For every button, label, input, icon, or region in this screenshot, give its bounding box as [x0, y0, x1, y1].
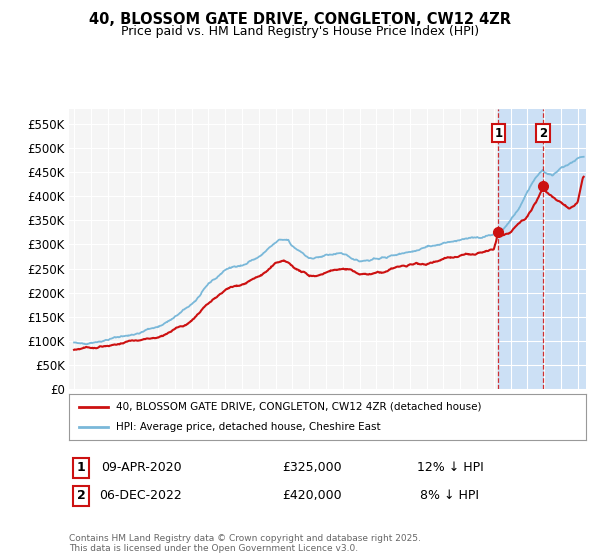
Text: 2: 2: [539, 127, 547, 140]
Text: Price paid vs. HM Land Registry's House Price Index (HPI): Price paid vs. HM Land Registry's House …: [121, 25, 479, 38]
Text: 40, BLOSSOM GATE DRIVE, CONGLETON, CW12 4ZR: 40, BLOSSOM GATE DRIVE, CONGLETON, CW12 …: [89, 12, 511, 27]
Text: £420,000: £420,000: [282, 489, 342, 502]
Text: 09-APR-2020: 09-APR-2020: [101, 461, 181, 474]
Text: Contains HM Land Registry data © Crown copyright and database right 2025.
This d: Contains HM Land Registry data © Crown c…: [69, 534, 421, 553]
Text: 40, BLOSSOM GATE DRIVE, CONGLETON, CW12 4ZR (detached house): 40, BLOSSOM GATE DRIVE, CONGLETON, CW12 …: [116, 402, 481, 412]
Bar: [499, 109, 600, 389]
Text: 06-DEC-2022: 06-DEC-2022: [100, 489, 182, 502]
Text: 8% ↓ HPI: 8% ↓ HPI: [421, 489, 479, 502]
Text: HPI: Average price, detached house, Cheshire East: HPI: Average price, detached house, Ches…: [116, 422, 380, 432]
Text: 1: 1: [494, 127, 502, 140]
Text: £325,000: £325,000: [282, 461, 342, 474]
Text: 2: 2: [77, 489, 85, 502]
Text: 1: 1: [77, 461, 85, 474]
Text: 12% ↓ HPI: 12% ↓ HPI: [416, 461, 484, 474]
